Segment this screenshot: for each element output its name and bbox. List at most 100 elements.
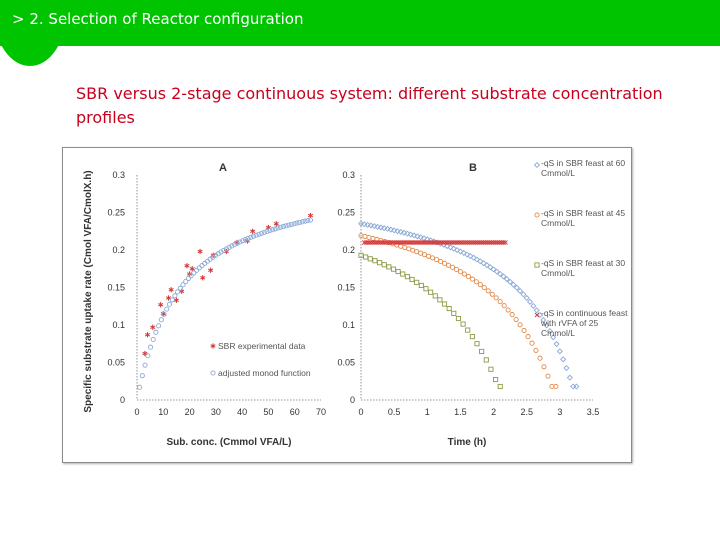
y-tick-label: 0.25 <box>107 208 125 218</box>
data-point <box>513 316 519 323</box>
data-point <box>172 293 178 299</box>
data-point <box>361 221 368 228</box>
data-point <box>169 297 175 303</box>
legend-marker <box>534 212 540 218</box>
data-point <box>573 383 580 390</box>
data-point <box>414 279 420 285</box>
data-point <box>381 262 387 268</box>
data-point <box>147 344 154 350</box>
y-tick-label: 0 <box>120 395 125 405</box>
data-point <box>469 276 475 282</box>
data-point <box>520 291 527 298</box>
data-point <box>570 383 577 390</box>
data-point <box>294 220 300 226</box>
data-point <box>414 233 421 240</box>
data-point <box>566 374 573 381</box>
data-point <box>453 266 460 273</box>
data-point <box>153 329 159 335</box>
data-point <box>381 225 388 232</box>
data-point <box>164 306 170 312</box>
data-point <box>500 273 507 280</box>
data-point <box>362 233 368 240</box>
data-point <box>286 222 292 228</box>
data-point <box>483 357 489 363</box>
data-point <box>489 291 495 297</box>
data-point <box>509 312 515 318</box>
data-point <box>526 298 534 305</box>
data-point <box>366 234 372 241</box>
data-point <box>177 285 183 291</box>
data-point <box>259 230 265 236</box>
data-point <box>223 246 229 252</box>
data-point <box>208 267 214 273</box>
y-tick-label: 0.3 <box>342 170 355 180</box>
data-point <box>497 270 504 278</box>
data-point <box>196 265 202 271</box>
y-tick-label: 0.2 <box>342 245 355 255</box>
data-point <box>197 248 203 255</box>
data-point <box>261 229 267 235</box>
section-title: > 2. Selection of Reactor configuration <box>12 10 304 28</box>
data-point <box>269 227 276 233</box>
data-point <box>401 229 408 236</box>
data-point <box>166 301 173 307</box>
data-point <box>521 327 527 334</box>
data-point <box>299 219 305 225</box>
data-point <box>229 243 235 249</box>
data-point <box>479 348 485 354</box>
data-point <box>465 327 471 333</box>
y-tick-label: 0.05 <box>107 358 125 368</box>
data-point <box>505 307 511 313</box>
data-point <box>253 232 259 238</box>
data-point <box>395 268 401 275</box>
data-point <box>185 275 191 282</box>
data-point <box>291 221 297 227</box>
data-point <box>371 223 378 230</box>
data-point <box>264 228 270 235</box>
legend-marker <box>533 161 541 169</box>
y-tick-label: 0.05 <box>337 358 355 368</box>
data-point <box>145 353 151 359</box>
data-point <box>175 289 181 295</box>
data-point <box>533 347 539 353</box>
data-point <box>384 225 391 232</box>
data-point <box>461 271 467 277</box>
data-point <box>457 269 463 275</box>
data-point <box>184 263 190 269</box>
data-point <box>280 224 286 230</box>
data-point <box>242 237 248 243</box>
legend-marker <box>534 312 540 318</box>
data-point <box>183 279 189 285</box>
data-point <box>158 317 164 323</box>
data-point <box>288 221 295 227</box>
data-point <box>477 282 483 288</box>
x-axis-label: Sub. conc. (Cmmol VFA/L) <box>166 437 291 448</box>
data-point <box>450 245 457 252</box>
x-tick-label: 0 <box>358 407 363 417</box>
data-point <box>407 231 414 238</box>
data-point <box>283 223 289 229</box>
data-point <box>307 212 314 219</box>
x-tick-label: 3 <box>557 407 562 417</box>
legend-label-box: -qS in SBR feast at 45 Cmmol/L <box>541 208 625 228</box>
data-point <box>139 373 145 379</box>
data-point <box>457 248 464 255</box>
data-point <box>533 307 540 314</box>
data-point <box>469 334 475 340</box>
data-point <box>267 228 273 234</box>
data-point <box>497 299 503 305</box>
data-point <box>497 383 503 390</box>
legend-label: -qS in SBR feast at 30 Cmmol/L <box>541 258 626 278</box>
data-point <box>397 228 404 235</box>
data-point <box>226 244 232 250</box>
data-point <box>428 289 434 295</box>
x-tick-label: 2 <box>491 407 496 417</box>
data-point <box>553 383 559 390</box>
slide-subtitle: SBR versus 2-stage continuous system: di… <box>76 84 663 127</box>
x-tick-label: 3.5 <box>587 407 600 417</box>
data-point <box>237 239 243 245</box>
data-point <box>387 226 394 233</box>
data-point <box>545 373 551 379</box>
data-point <box>234 240 240 246</box>
y-tick-label: 0.2 <box>112 245 125 255</box>
